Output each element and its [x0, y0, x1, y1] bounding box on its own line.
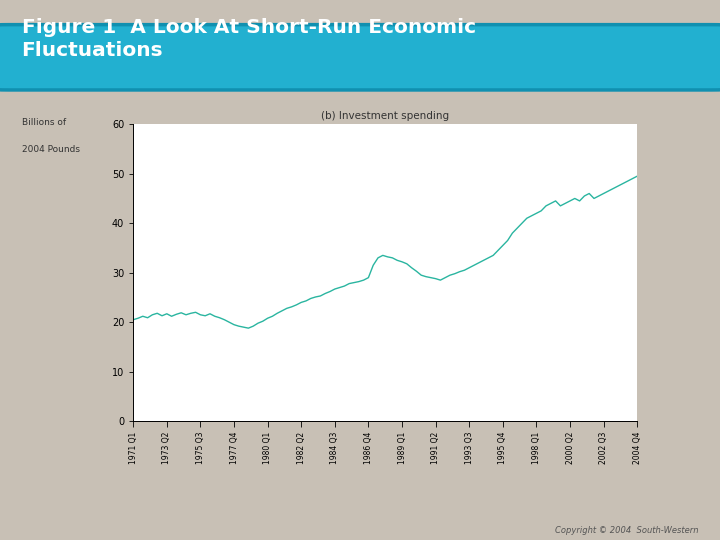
Text: Billions of: Billions of — [22, 118, 66, 127]
Text: Figure 1  A Look At Short-Run Economic
Fluctuations: Figure 1 A Look At Short-Run Economic Fl… — [22, 18, 476, 60]
FancyBboxPatch shape — [0, 25, 720, 90]
Text: Copyright © 2004  South-Western: Copyright © 2004 South-Western — [555, 525, 698, 535]
Text: 2004 Pounds: 2004 Pounds — [22, 145, 81, 154]
Title: (b) Investment spending: (b) Investment spending — [321, 111, 449, 120]
